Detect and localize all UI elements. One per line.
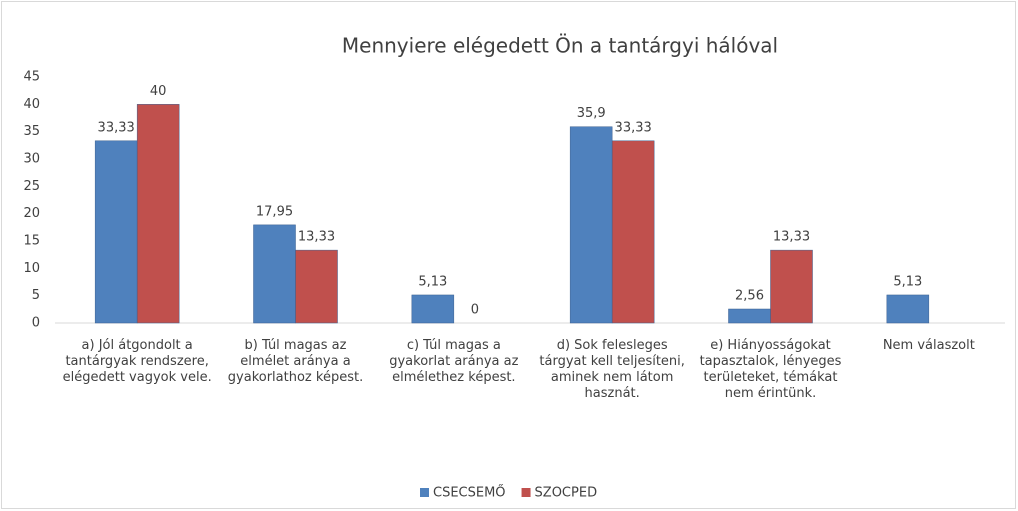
value-label: 35,9	[577, 106, 606, 121]
value-label: 40	[150, 84, 167, 99]
value-label: 17,95	[256, 204, 293, 219]
chart-title: Mennyiere elégedett Ön a tantárgyi hálóv…	[342, 34, 778, 58]
value-label: 13,33	[773, 230, 810, 245]
y-tick-label: 45	[23, 70, 40, 85]
x-tick-label: e) Hiányosságokat tapasztalok, lényeges …	[699, 338, 842, 401]
value-label: 33,33	[98, 120, 135, 135]
y-tick-label: 30	[23, 152, 40, 167]
value-label: 5,13	[893, 274, 922, 289]
bar	[411, 294, 455, 324]
bar	[611, 140, 655, 324]
y-tick-label: 10	[23, 261, 40, 276]
legend-label: CSECSEMŐ	[433, 485, 506, 501]
y-tick-label: 20	[23, 206, 40, 221]
x-tick-label: a) Jól átgondolt a tantárgyak rendszere,…	[62, 338, 212, 385]
y-tick-label: 5	[32, 288, 40, 303]
legend-swatch	[521, 488, 531, 497]
legend-swatch	[420, 488, 429, 497]
legend-label: SZOCPED	[535, 486, 598, 501]
bar	[295, 249, 338, 324]
bar	[136, 104, 180, 324]
y-tick-label: 35	[23, 124, 40, 139]
value-label: 13,33	[298, 230, 335, 245]
bar	[94, 140, 138, 324]
y-tick-label: 40	[23, 97, 40, 112]
bar	[569, 126, 613, 324]
x-tick-label: c) Túl magas a gyakorlat aránya az elmél…	[389, 338, 519, 385]
x-tick-label: b) Túl magas az elmélet aránya a gyakorl…	[227, 338, 364, 385]
value-label: 5,13	[418, 274, 447, 289]
y-tick-label: 15	[23, 234, 40, 249]
bar	[886, 294, 930, 324]
x-tick-label: d) Sok felesleges tárgyat kell teljesíte…	[539, 338, 685, 401]
bar	[728, 308, 771, 324]
value-label: 0	[471, 303, 479, 318]
y-tick-label: 25	[23, 179, 40, 194]
bar	[770, 249, 813, 324]
value-label: 33,33	[615, 120, 652, 135]
bar	[253, 224, 296, 324]
y-tick-label: 0	[32, 316, 40, 331]
value-label: 2,56	[735, 289, 764, 304]
x-tick-label: Nem válaszolt	[882, 338, 975, 353]
